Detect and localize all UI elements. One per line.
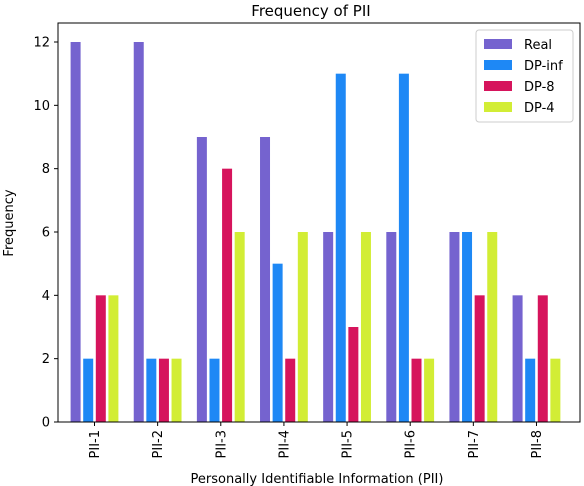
bar-real-pii-8 [512, 295, 523, 422]
x-tick-label: PII-7 [467, 430, 482, 458]
y-axis-label: Frequency [2, 189, 17, 256]
legend-box [475, 29, 574, 123]
bar-dp-8-pii-7 [474, 295, 485, 422]
chart-title: Frequency of PII [251, 2, 370, 20]
bars-group [70, 42, 561, 423]
bar-dp-4-pii-6 [424, 358, 435, 422]
bar-real-pii-4 [260, 137, 271, 422]
bar-dp-inf-pii-5 [335, 73, 346, 423]
plot-frame [57, 22, 581, 423]
bar-dp-8-pii-8 [537, 295, 548, 422]
bar-dp-inf-pii-3 [209, 358, 220, 422]
x-tick-label: PII-3 [214, 430, 229, 458]
bar-dp-inf-pii-1 [83, 358, 94, 422]
legend-label: DP-4 [524, 101, 555, 116]
bar-real-pii-2 [133, 42, 144, 422]
bar-dp-4-pii-2 [171, 358, 182, 422]
bar-dp-inf-pii-4 [272, 263, 283, 422]
bar-dp-8-pii-3 [222, 168, 233, 422]
legend: Real DP-inf DP-8 DP-4 [475, 29, 574, 123]
legend-label: Real [524, 38, 552, 53]
bar-dp-8-pii-5 [348, 327, 359, 422]
bar-dp-4-pii-4 [297, 232, 308, 422]
legend-swatch [484, 60, 512, 70]
bar-dp-8-pii-2 [158, 358, 169, 422]
bar-dp-4-pii-7 [487, 232, 498, 422]
y-tick-label: 2 [42, 352, 50, 367]
y-tick-label: 8 [42, 162, 50, 177]
x-tick-label: PII-5 [341, 430, 356, 458]
x-axis-ticks: PII-1 PII-2 PII-3 PII-4 PII-5 PII-6 PII-7 PII-8 [88, 422, 545, 458]
bar-real-pii-3 [196, 137, 207, 422]
bar-real-pii-5 [323, 232, 334, 422]
y-tick-label: 10 [33, 99, 50, 114]
bar-dp-inf-pii-6 [398, 73, 409, 423]
y-axis-ticks: 0 2 4 6 8 10 12 [33, 36, 58, 431]
bar-real-pii-6 [386, 232, 397, 422]
legend-label: DP-inf [524, 59, 563, 74]
bar-dp-8-pii-1 [95, 295, 106, 422]
x-tick-label: PII-2 [151, 430, 166, 458]
y-tick-label: 12 [33, 36, 50, 51]
y-tick-label: 6 [42, 226, 50, 241]
legend-swatch [484, 81, 512, 91]
bar-dp-8-pii-4 [285, 358, 296, 422]
bar-real-pii-1 [70, 42, 81, 422]
x-axis-label: Personally Identifiable Information (PII… [191, 472, 444, 486]
bar-dp-inf-pii-8 [525, 358, 536, 422]
bar-dp-4-pii-3 [234, 232, 245, 422]
bar-dp-8-pii-6 [411, 358, 422, 422]
legend-swatch [484, 102, 512, 112]
bar-dp-inf-pii-2 [146, 358, 157, 422]
bar-dp-inf-pii-7 [462, 232, 473, 422]
bar-dp-4-pii-8 [550, 358, 561, 422]
bar-dp-4-pii-5 [360, 232, 371, 422]
legend-label: DP-8 [524, 80, 555, 95]
x-tick-label: PII-8 [530, 430, 545, 458]
x-tick-label: PII-6 [404, 430, 419, 458]
x-tick-label: PII-4 [277, 430, 292, 458]
x-tick-label: PII-1 [88, 430, 103, 458]
y-tick-label: 0 [42, 416, 50, 431]
y-tick-label: 4 [42, 289, 50, 304]
bar-dp-4-pii-1 [108, 295, 119, 422]
bar-real-pii-7 [449, 232, 460, 422]
legend-swatch [484, 39, 512, 49]
